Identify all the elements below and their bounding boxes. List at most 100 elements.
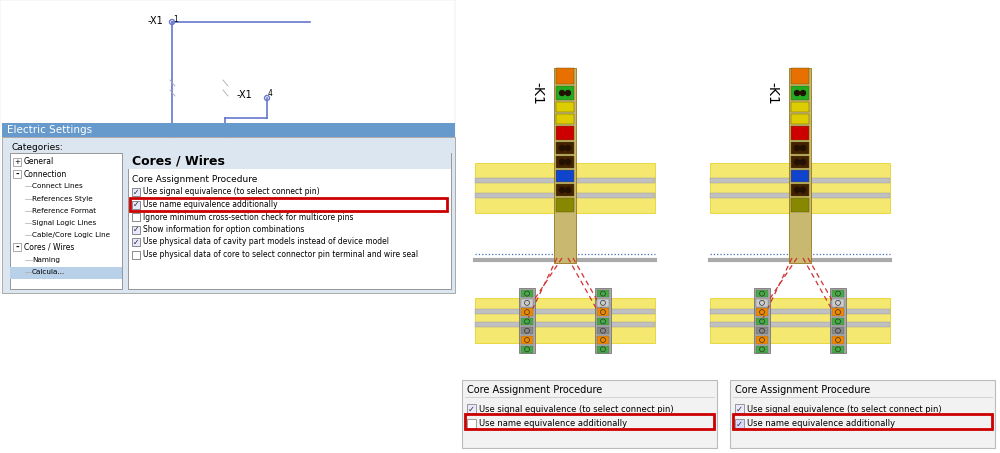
Bar — [462, 380, 717, 448]
Text: Cores / Wires: Cores / Wires — [24, 243, 74, 252]
Text: Cores / Wires: Cores / Wires — [132, 154, 225, 168]
Bar — [475, 322, 655, 327]
Bar — [791, 86, 809, 100]
Bar — [733, 414, 992, 429]
Bar — [710, 193, 890, 198]
Bar — [756, 318, 768, 325]
Text: 1: 1 — [222, 153, 226, 159]
Text: Use physical data of core to select connector pin terminal and wire seal: Use physical data of core to select conn… — [143, 250, 418, 259]
Circle shape — [800, 159, 806, 164]
Circle shape — [800, 188, 806, 193]
Bar — [467, 404, 476, 413]
Bar — [521, 318, 533, 325]
Text: -: - — [15, 243, 19, 252]
Text: +24V: +24V — [188, 162, 192, 178]
Bar — [597, 290, 609, 297]
Bar — [554, 68, 576, 263]
Bar — [132, 213, 140, 221]
Text: 0V: 0V — [202, 166, 208, 173]
Text: General: General — [24, 158, 54, 167]
Text: 4: 4 — [255, 153, 259, 159]
Bar — [832, 327, 844, 334]
Circle shape — [560, 91, 564, 96]
Bar — [132, 251, 140, 259]
Text: ✓: ✓ — [736, 419, 742, 429]
Bar — [556, 86, 574, 100]
Text: DI 0.0: DI 0.0 — [199, 201, 231, 211]
Circle shape — [566, 91, 570, 96]
Bar — [756, 346, 768, 353]
Bar — [10, 153, 122, 289]
Bar — [710, 298, 890, 343]
Bar — [756, 290, 768, 297]
Bar — [830, 288, 846, 353]
Text: ✓: ✓ — [132, 188, 139, 197]
Text: Connect Lines: Connect Lines — [32, 183, 83, 189]
Bar — [475, 163, 655, 213]
Text: 4: 4 — [268, 90, 273, 98]
Bar — [132, 188, 140, 196]
Bar — [521, 290, 533, 297]
Text: -K1: -K1 — [765, 82, 779, 104]
Text: PE: PE — [250, 167, 256, 173]
Bar — [13, 158, 21, 166]
Bar — [132, 238, 140, 246]
Bar — [791, 68, 809, 84]
Bar — [597, 299, 609, 307]
Bar — [521, 346, 533, 353]
Bar — [556, 184, 574, 196]
Text: 1: 1 — [173, 14, 178, 24]
Bar — [556, 156, 574, 168]
Circle shape — [800, 145, 806, 150]
Bar — [791, 198, 809, 212]
Circle shape — [800, 91, 806, 96]
Bar — [465, 414, 714, 429]
Bar — [521, 299, 533, 307]
Bar — [597, 327, 609, 334]
Bar — [597, 308, 609, 316]
Bar — [556, 102, 574, 112]
Text: Connection: Connection — [24, 170, 67, 178]
Text: Ignore minimum cross-section check for multicore pins: Ignore minimum cross-section check for m… — [143, 212, 354, 222]
Text: Electric Settings: Electric Settings — [7, 125, 92, 135]
Bar — [754, 288, 770, 353]
Bar — [832, 318, 844, 325]
Bar — [832, 308, 844, 316]
Bar — [13, 170, 21, 178]
Circle shape — [794, 91, 800, 96]
Text: ✓: ✓ — [132, 225, 139, 234]
Text: ✓: ✓ — [468, 405, 475, 414]
Text: Naming: Naming — [32, 256, 60, 263]
Text: Core Assignment Procedure: Core Assignment Procedure — [467, 385, 602, 395]
Bar — [735, 404, 744, 413]
Text: Signal Logic Lines: Signal Logic Lines — [32, 220, 96, 226]
Bar — [13, 243, 21, 251]
Text: Use signal equivalence (to select connect pin): Use signal equivalence (to select connec… — [479, 405, 674, 414]
Text: -X1: -X1 — [237, 90, 253, 100]
Text: +: + — [14, 159, 20, 165]
Bar — [789, 68, 811, 263]
Bar — [521, 336, 533, 344]
Bar — [130, 198, 447, 211]
Circle shape — [560, 145, 564, 150]
Circle shape — [560, 159, 564, 164]
Bar — [556, 126, 574, 140]
Bar — [832, 299, 844, 307]
Bar — [710, 163, 890, 213]
Bar — [2, 123, 455, 137]
Text: KL 1002: KL 1002 — [172, 233, 203, 242]
Bar — [791, 126, 809, 140]
Bar — [597, 318, 609, 325]
Text: ✓: ✓ — [132, 237, 139, 246]
Bar — [791, 170, 809, 182]
Text: Use name equivalence additionally: Use name equivalence additionally — [479, 419, 627, 429]
Text: Calcula...: Calcula... — [32, 269, 65, 275]
Text: 3: 3 — [207, 153, 212, 159]
Bar — [832, 336, 844, 344]
Text: -: - — [15, 170, 19, 178]
Text: -K1: -K1 — [530, 82, 544, 104]
Bar — [756, 327, 768, 334]
Bar — [791, 184, 809, 196]
Bar — [556, 170, 574, 182]
Bar — [756, 299, 768, 307]
